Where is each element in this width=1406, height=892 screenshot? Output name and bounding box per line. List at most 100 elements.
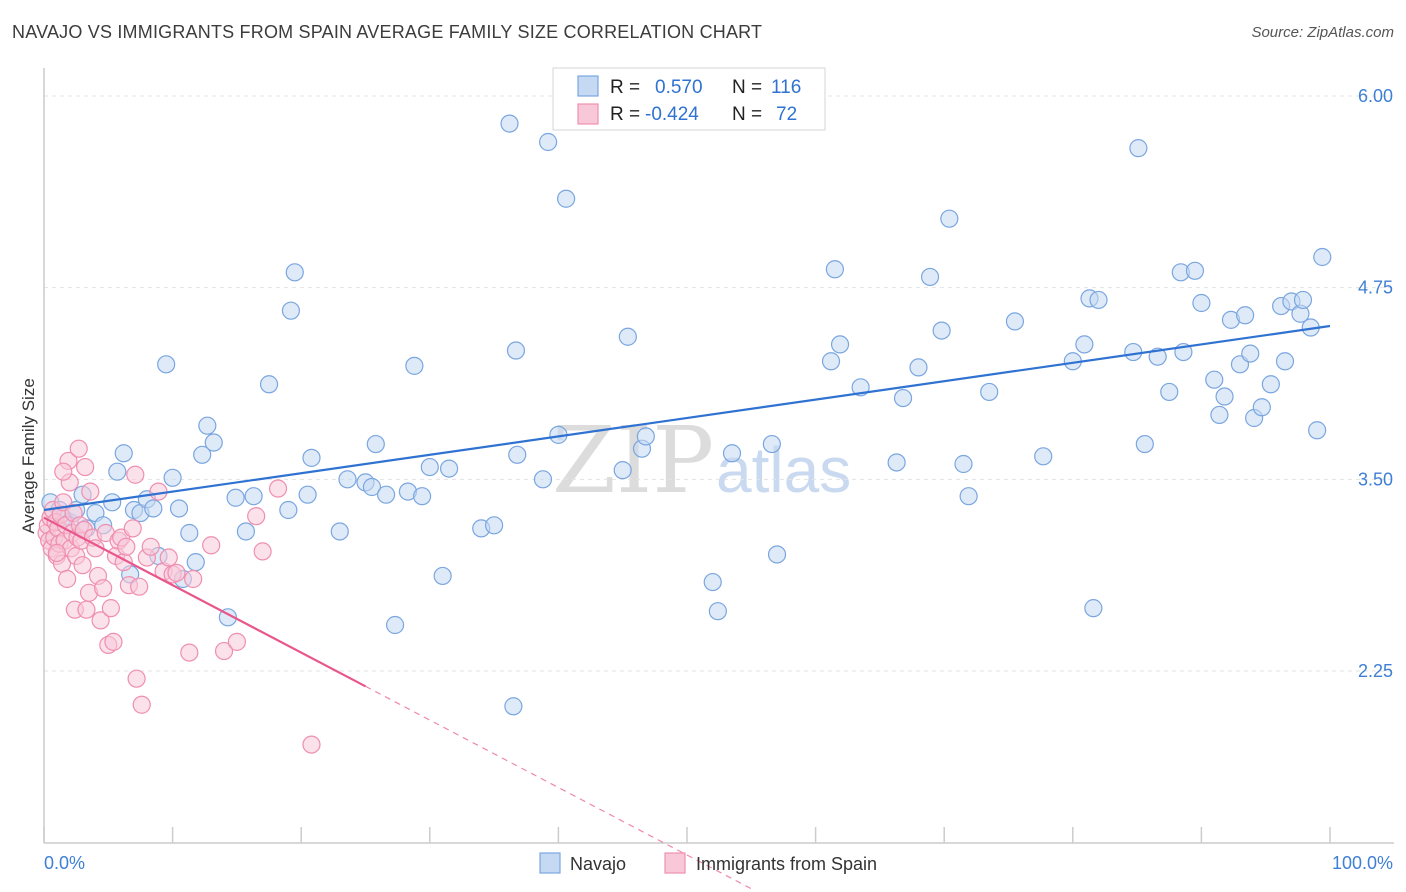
legend-r-value-spain: -0.424 bbox=[645, 104, 699, 125]
spain-point bbox=[141, 537, 160, 556]
spain-point bbox=[167, 563, 186, 582]
navajo-point bbox=[533, 470, 553, 489]
navajo-point bbox=[385, 615, 405, 635]
navajo-point bbox=[186, 553, 205, 572]
navajo-point bbox=[539, 132, 558, 152]
spain-point bbox=[123, 519, 142, 538]
spain-point bbox=[149, 482, 168, 501]
navajo-point bbox=[1192, 293, 1211, 313]
spain-point bbox=[69, 439, 88, 458]
navajo-point bbox=[1034, 447, 1053, 466]
navajo-point bbox=[259, 375, 279, 394]
navajo-point bbox=[940, 209, 959, 228]
legend-n-value-spain: 72 bbox=[776, 104, 797, 125]
trend-line-spain bbox=[43, 516, 367, 688]
navajo-point bbox=[1135, 434, 1154, 454]
spain-point bbox=[117, 537, 136, 556]
navajo-point bbox=[708, 602, 727, 621]
legend-n-value-navajo: 116 bbox=[771, 77, 801, 98]
navajo-point bbox=[1215, 387, 1234, 406]
spain-point bbox=[101, 599, 120, 618]
navajo-point bbox=[144, 499, 163, 518]
navajo-point bbox=[830, 335, 850, 354]
navajo-point bbox=[412, 487, 432, 506]
watermark-atlas: atlas bbox=[716, 434, 851, 506]
navajo-point bbox=[1210, 405, 1229, 425]
navajo-point bbox=[198, 416, 217, 435]
navajo-point bbox=[285, 263, 304, 282]
navajo-point bbox=[722, 444, 742, 463]
navajo-point bbox=[613, 461, 632, 480]
navajo-point bbox=[1275, 352, 1295, 371]
navajo-point bbox=[893, 388, 913, 408]
bottom-legend-swatch-spain bbox=[664, 852, 686, 874]
navajo-point bbox=[281, 301, 301, 320]
navajo-point bbox=[1005, 312, 1025, 331]
watermark: ZIP atlas bbox=[552, 407, 851, 514]
navajo-point bbox=[376, 485, 396, 504]
navajo-point bbox=[980, 382, 999, 402]
navajo-point bbox=[1075, 335, 1094, 354]
spain-point bbox=[214, 641, 234, 661]
spain-point bbox=[202, 536, 221, 555]
spain-point bbox=[76, 457, 95, 477]
spain-point bbox=[104, 632, 123, 651]
navajo-point bbox=[762, 434, 781, 454]
chart-title: NAVAJO VS IMMIGRANTS FROM SPAIN AVERAGE … bbox=[12, 22, 763, 42]
spain-point bbox=[130, 577, 149, 596]
bottom-legend-label-navajo: Navajo bbox=[570, 854, 626, 874]
legend: R = 0.570 N = 116 R = -0.424 N = 72 bbox=[552, 67, 826, 131]
navajo-point bbox=[169, 499, 189, 518]
navajo-point bbox=[226, 488, 245, 507]
spain-point bbox=[180, 643, 199, 662]
legend-swatch-spain bbox=[577, 103, 599, 125]
navajo-point bbox=[618, 327, 637, 346]
y-tick-label: 4.75 bbox=[1358, 278, 1393, 298]
navajo-point bbox=[433, 566, 452, 586]
legend-swatch-navajo bbox=[577, 75, 599, 97]
navajo-point bbox=[909, 358, 928, 377]
navajo-point bbox=[825, 260, 844, 279]
navajo-point bbox=[244, 487, 263, 506]
watermark-zip: ZIP bbox=[552, 407, 714, 514]
navajo-point bbox=[114, 444, 133, 463]
navajo-point bbox=[439, 459, 459, 478]
legend-n-label-spain: N = bbox=[732, 104, 762, 125]
spain-point bbox=[227, 632, 246, 651]
bottom-legend: Navajo Immigrants from Spain bbox=[539, 852, 877, 874]
spain-point bbox=[73, 556, 92, 575]
navajo-point bbox=[932, 321, 951, 340]
navajo-point bbox=[703, 572, 722, 592]
y-tick-labels: 2.25 3.50 4.75 6.00 bbox=[1358, 86, 1393, 681]
navajo-point bbox=[338, 470, 357, 489]
legend-n-label-navajo: N = bbox=[732, 77, 762, 98]
spain-point bbox=[253, 542, 272, 561]
navajo-point bbox=[330, 522, 349, 541]
source-label: Source: ZipAtlas.com bbox=[1251, 24, 1394, 41]
navajo-point bbox=[485, 516, 504, 535]
navajo-point bbox=[500, 114, 519, 133]
spain-point bbox=[81, 482, 100, 501]
navajo-point bbox=[366, 434, 385, 454]
navajo-point bbox=[163, 468, 182, 487]
navajo-point bbox=[506, 341, 526, 360]
navajo-point bbox=[508, 445, 527, 464]
navajo-point bbox=[279, 500, 298, 520]
spain-point bbox=[302, 735, 321, 754]
navajo-point bbox=[1185, 261, 1205, 280]
spain-point bbox=[159, 548, 178, 567]
navajo-point bbox=[1236, 306, 1255, 325]
navajo-point bbox=[1293, 290, 1313, 310]
navajo-point bbox=[405, 356, 424, 375]
spain-point bbox=[132, 695, 151, 714]
bottom-legend-label-spain: Immigrants from Spain bbox=[696, 854, 877, 874]
navajo-point bbox=[236, 522, 256, 541]
spain-point bbox=[54, 462, 73, 481]
legend-r-label-spain: R = bbox=[610, 104, 640, 125]
x-axis-ticks bbox=[43, 827, 1331, 843]
spain-point bbox=[94, 579, 113, 598]
navajo-point bbox=[1241, 344, 1260, 363]
y-tick-label: 2.25 bbox=[1358, 661, 1393, 681]
y-tick-label: 3.50 bbox=[1358, 469, 1393, 489]
